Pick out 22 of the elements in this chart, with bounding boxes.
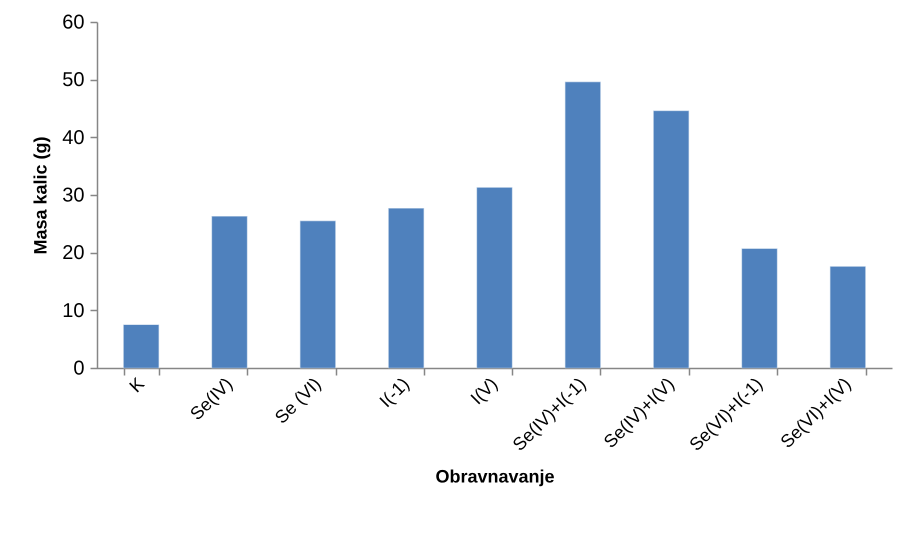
y-tick-label: 10 <box>62 300 84 322</box>
y-tick-label: 30 <box>62 184 84 206</box>
bar <box>212 216 248 368</box>
bar <box>388 208 424 368</box>
x-axis-title: Obravnavanje <box>435 466 555 487</box>
y-tick-label: 20 <box>62 242 84 264</box>
bar <box>300 220 336 368</box>
x-tick-label: I(-1) <box>376 374 414 412</box>
y-tick-label: 60 <box>62 12 84 34</box>
bar <box>653 110 690 368</box>
y-tick-label: 50 <box>62 69 84 92</box>
y-tick-label: 0 <box>73 358 84 380</box>
x-tick-label: Se (VI) <box>270 374 325 428</box>
y-axis-title: Masa kalic (g) <box>30 136 50 255</box>
bar <box>742 248 778 368</box>
bar <box>476 187 512 368</box>
bar <box>123 324 160 368</box>
x-tick-label: I(V) <box>466 374 502 408</box>
bar <box>830 266 866 368</box>
x-tick-label: K <box>125 374 148 396</box>
bar <box>564 82 601 368</box>
y-tick-label: 40 <box>62 126 84 149</box>
